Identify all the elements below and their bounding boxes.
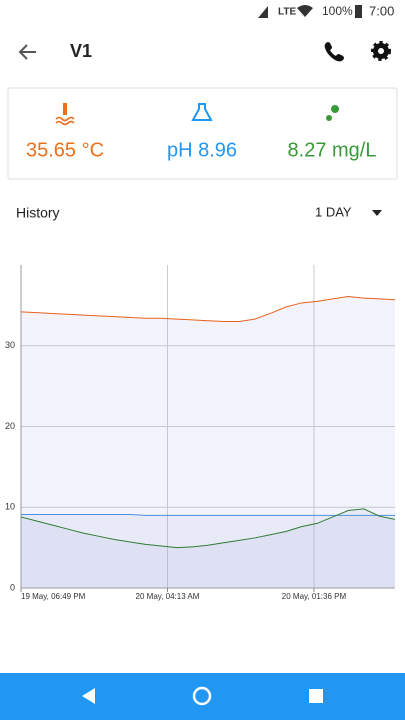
battery: 100%: [322, 4, 353, 18]
temperature-waves: [55, 116, 75, 126]
y-tick-label: 20: [5, 421, 15, 431]
y-tick-label: 0: [10, 582, 15, 592]
battery-icon: [355, 5, 362, 18]
series-line: [20, 508, 396, 549]
x-tick-label: 20 May, 01:36 PM: [282, 592, 347, 601]
reading-value: pH 8.96: [167, 139, 237, 161]
signal-icon: [258, 6, 268, 18]
series-line: [21, 514, 395, 516]
temperature-icon: [63, 103, 67, 115]
readings-card: [7, 87, 398, 180]
series-line: [20, 295, 396, 323]
x-tick-label: 20 May, 04:13 AM: [136, 592, 200, 601]
range-selector[interactable]: 1 DAY: [315, 204, 352, 219]
reading-value: 8.27 mg/L: [288, 139, 377, 161]
app-title: V1: [70, 41, 92, 61]
history-title: History: [16, 205, 60, 221]
network: LTE: [278, 7, 296, 18]
time: 7:00: [369, 3, 394, 18]
series-area: [21, 514, 395, 588]
call-button[interactable]: [324, 42, 344, 62]
ph-icon: [191, 103, 213, 121]
range-dropdown[interactable]: [372, 210, 382, 216]
nav-recents[interactable]: [309, 689, 323, 703]
settings-button[interactable]: [371, 41, 391, 61]
gear-hole[interactable]: [378, 48, 384, 54]
reading-value: 35.65 °C: [26, 139, 104, 161]
nav-home[interactable]: [192, 686, 212, 706]
y-tick-label: 10: [5, 502, 15, 512]
oxygen-icon: [326, 115, 332, 121]
back-button[interactable]: [18, 44, 36, 60]
series-area: [21, 508, 395, 588]
x-tick-label: 19 May, 06:49 PM: [21, 592, 86, 601]
oxygen-icon: [331, 105, 339, 113]
y-tick-label: 30: [5, 340, 15, 350]
wifi-icon: [297, 5, 313, 17]
nav-back[interactable]: [82, 688, 95, 704]
nav-bar: [0, 673, 405, 720]
